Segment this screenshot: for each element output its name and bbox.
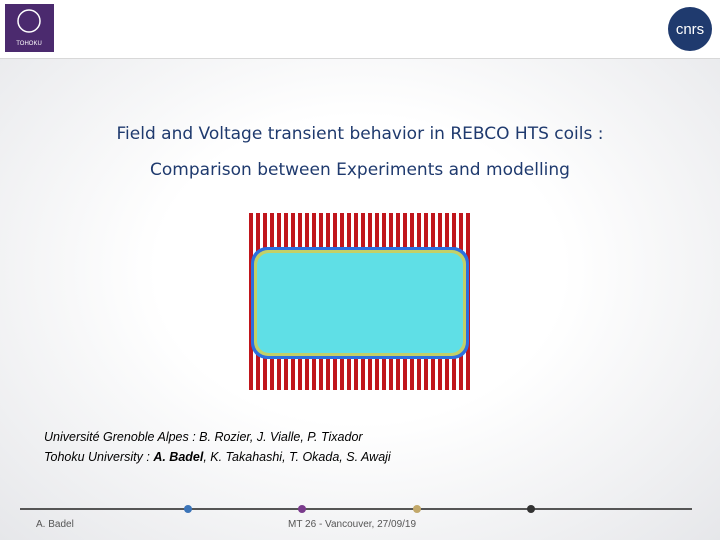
title: Field and Voltage transient behavior in … xyxy=(116,124,604,144)
affiliation: Tohoku University : xyxy=(44,450,154,464)
footer-dot xyxy=(413,505,421,513)
header xyxy=(0,0,720,59)
presenter: A. Badel xyxy=(153,450,204,464)
authors: Tohoku University : A. Badel, K. Takahas… xyxy=(44,450,391,464)
coauthors: , K. Takahashi, T. Okada, S. Awaji xyxy=(203,450,391,464)
footer-dot xyxy=(527,505,535,513)
logo-text: cnrs xyxy=(676,21,704,38)
tohoku-logo xyxy=(5,4,54,52)
field-core xyxy=(257,253,463,353)
logo-text: TOHOKU xyxy=(16,41,42,47)
cnrs-logo xyxy=(668,7,712,51)
authors: Université Grenoble Alpes : B. Rozier, J… xyxy=(44,430,363,444)
logo-emblem xyxy=(17,9,41,33)
footer-author: A. Badel xyxy=(36,519,74,530)
footer-event: MT 26 - Vancouver, 27/09/19 xyxy=(288,519,417,530)
footer-dot xyxy=(184,505,192,513)
title: Comparison between Experiments and model… xyxy=(150,160,570,180)
footer-dot xyxy=(298,505,306,513)
